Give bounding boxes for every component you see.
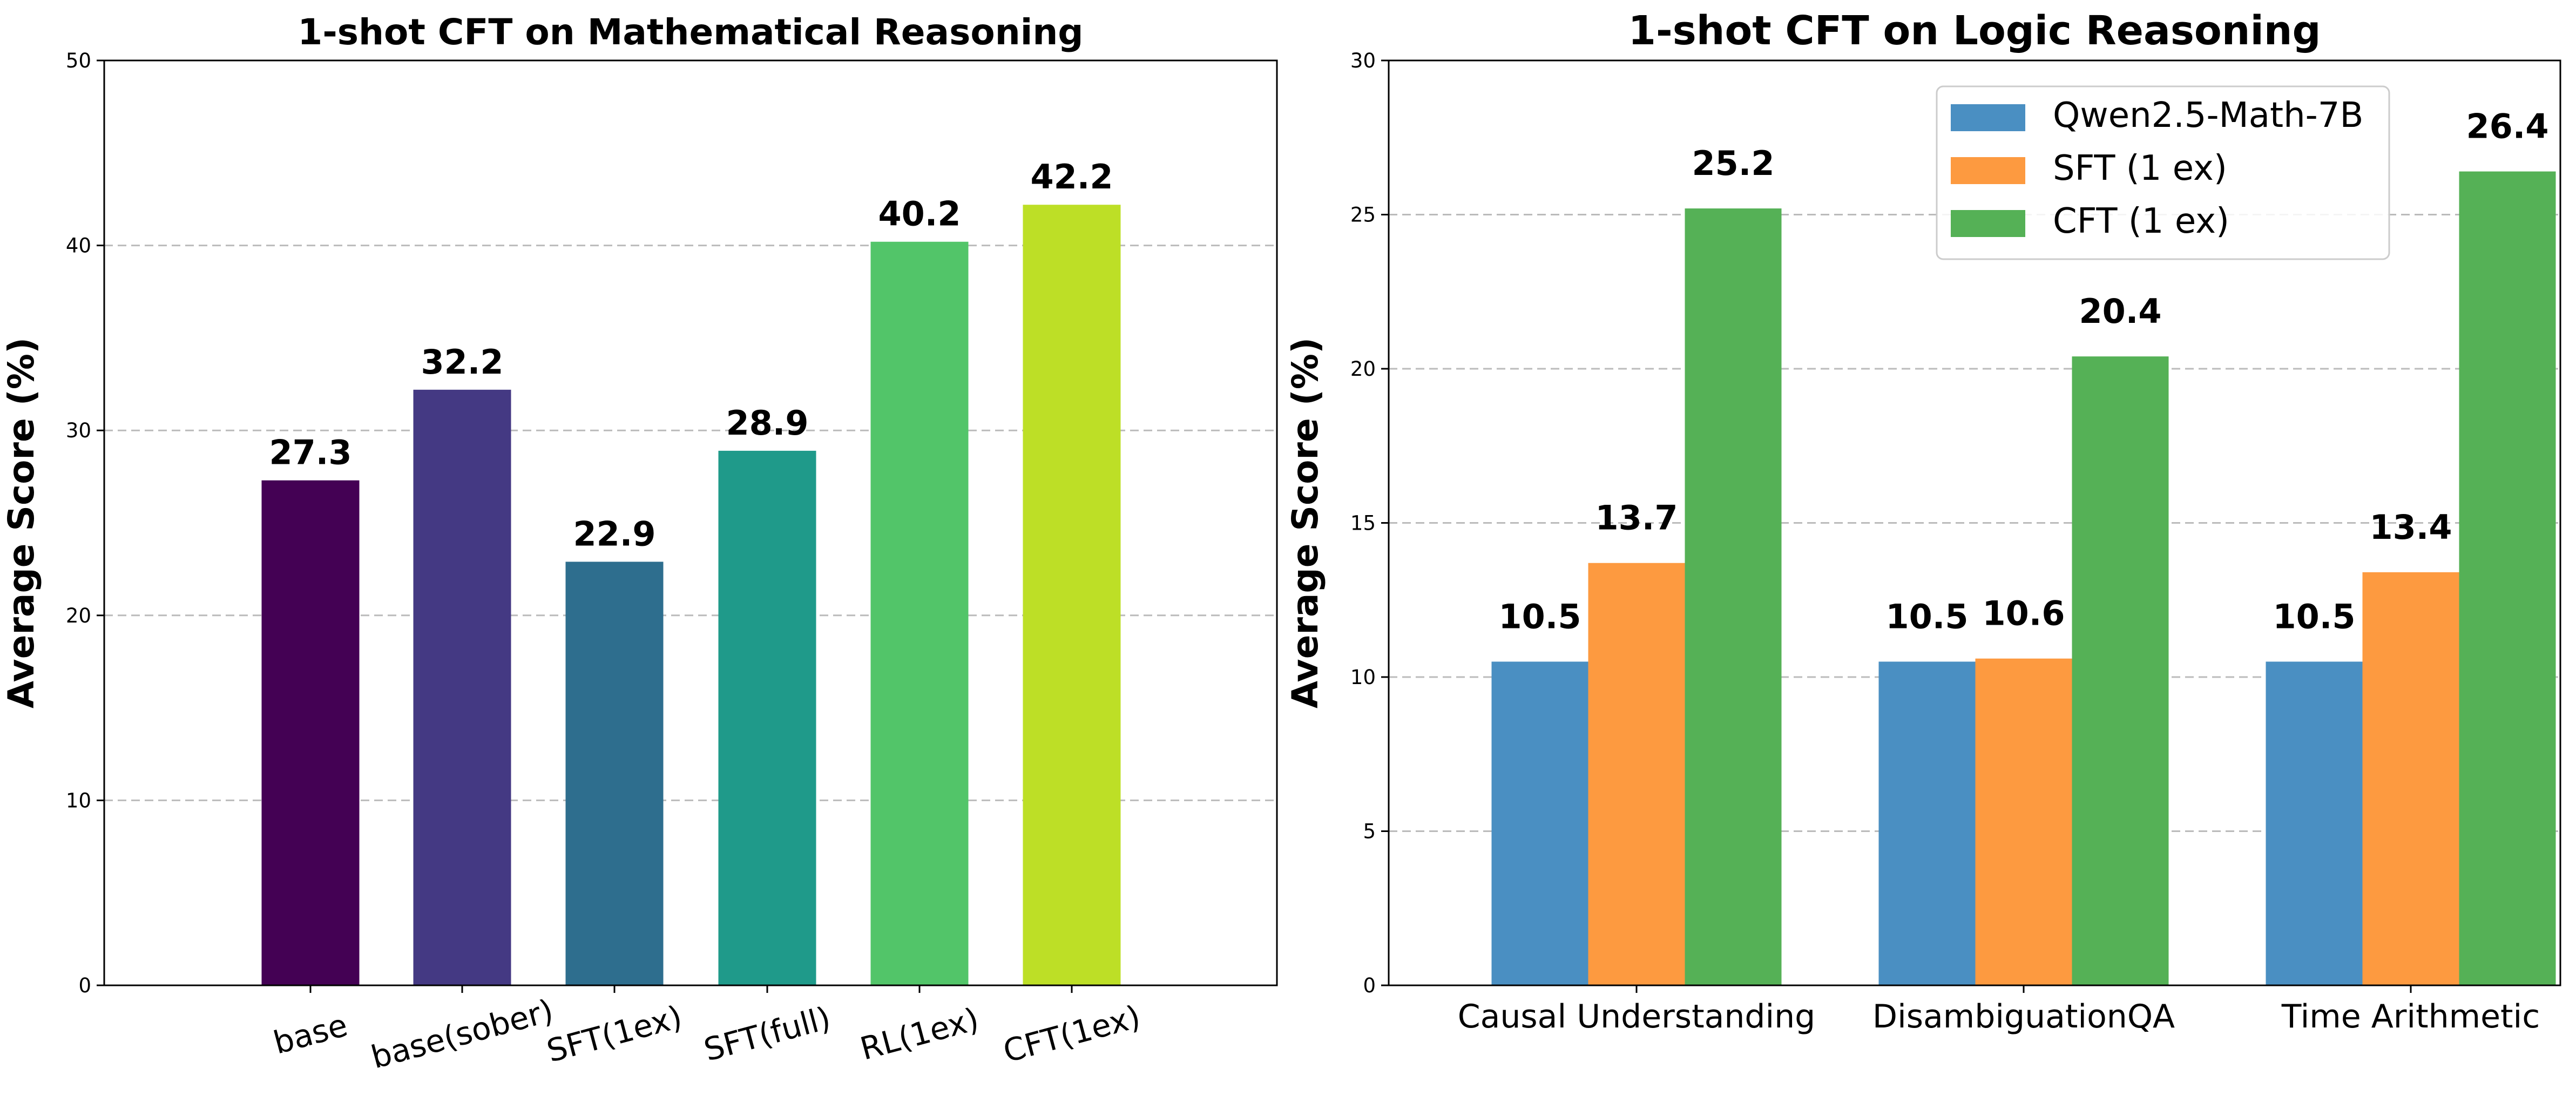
bar	[1023, 205, 1121, 985]
y-tick-label: 25	[1350, 204, 1376, 227]
x-tick-label: Causal Understanding	[1458, 998, 1816, 1036]
y-tick-label: 10	[66, 789, 91, 812]
bar-value-label: 10.5	[1886, 597, 1969, 636]
bar-value-label: 27.3	[269, 433, 352, 472]
bar-value-label: 13.7	[1595, 498, 1678, 538]
legend-box	[1936, 85, 2390, 260]
y-tick-label: 15	[1350, 512, 1376, 535]
bar-value-label: 40.2	[878, 194, 961, 234]
bar	[2362, 572, 2459, 985]
legend-swatch	[1951, 104, 2025, 131]
bar-value-label: 13.4	[2370, 508, 2452, 547]
chart-title: 1-shot CFT on Mathematical Reasoning	[298, 11, 1083, 53]
x-tick-label: DisambiguationQA	[1872, 998, 2175, 1036]
axes-border	[1388, 59, 2561, 986]
legend-label: Qwen2.5-Math-7B	[2053, 96, 2363, 136]
bar	[2266, 661, 2363, 985]
bar	[261, 480, 360, 985]
bar-value-label: 10.6	[1983, 594, 2065, 633]
bar-value-label: 25.2	[1692, 144, 1775, 183]
legend: Qwen2.5-Math-7B SFT (1 ex) CFT (1 ex)	[1936, 85, 2390, 260]
legend-label: CFT (1 ex)	[2053, 201, 2229, 241]
y-axis-label: Average Score (%)	[1284, 337, 1326, 708]
y-tick-label: 40	[66, 234, 91, 258]
bar-value-label: 20.4	[2079, 292, 2162, 331]
bar	[1588, 563, 1685, 985]
bar	[565, 562, 664, 985]
x-tick-label: Time Arithmetic	[2281, 998, 2540, 1036]
bar-value-label: 28.9	[726, 403, 809, 443]
y-tick-label: 50	[66, 49, 91, 72]
bar	[1685, 208, 1782, 986]
y-tick-label: 30	[66, 419, 91, 442]
y-tick-label: 0	[1363, 974, 1376, 997]
axes-border	[103, 59, 1278, 986]
bar	[870, 241, 969, 985]
bar	[2072, 356, 2169, 986]
panel-logic-reasoning: 0 5 10 15 20 25 30 1-shot CFT on Logic Reasonin…	[1284, 8, 2561, 1036]
bar-value-label: 26.4	[2466, 107, 2549, 146]
bar	[1975, 658, 2072, 985]
bar	[413, 389, 511, 985]
chart-title: 1-shot CFT on Logic Reasoning	[1628, 8, 2321, 54]
bar	[1878, 661, 1976, 985]
y-tick-label: 10	[1350, 666, 1376, 689]
bar	[718, 450, 816, 985]
y-tick-label: 30	[1350, 49, 1376, 72]
bar-value-label: 10.5	[2273, 597, 2356, 636]
bar-value-label: 10.5	[1499, 597, 1581, 636]
legend-label: SFT (1 ex)	[2053, 148, 2227, 188]
y-axis-label: Average Score (%)	[1, 337, 42, 708]
legend-swatch	[1951, 157, 2025, 184]
bar-value-label: 32.2	[421, 342, 504, 382]
y-tick-label: 0	[78, 974, 91, 997]
bar	[1491, 661, 1588, 985]
bar	[2459, 171, 2556, 985]
y-tick-label: 5	[1363, 820, 1376, 843]
legend-swatch	[1951, 210, 2025, 237]
y-tick-label: 20	[1350, 357, 1376, 381]
y-tick-label: 20	[66, 604, 91, 627]
bar-value-label: 22.9	[573, 514, 656, 553]
bar-value-label: 42.2	[1031, 157, 1113, 197]
